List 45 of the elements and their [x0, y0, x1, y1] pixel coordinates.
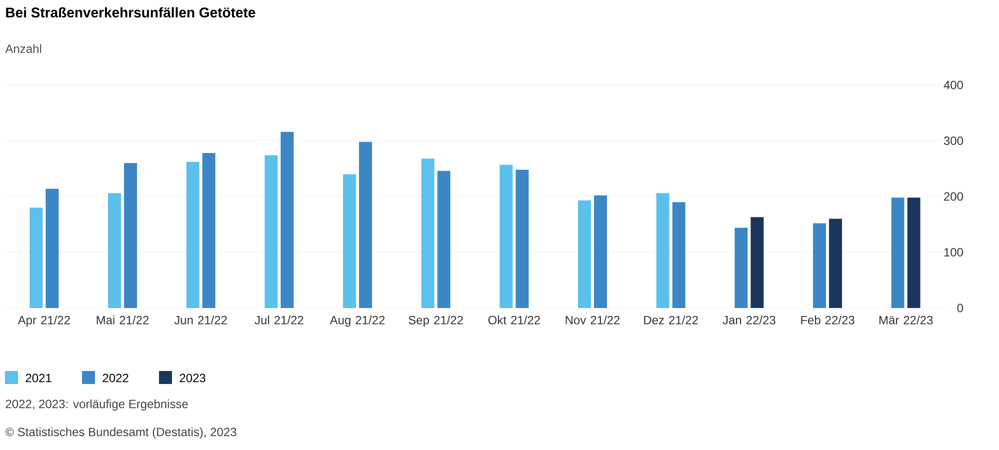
y-tick-label: 0 [957, 304, 964, 312]
x-tick-label: Mär 22/23 [879, 316, 933, 324]
legend-label: 2023 [180, 374, 206, 382]
bar [656, 193, 670, 308]
bar [186, 162, 200, 308]
bar [437, 170, 450, 308]
x-tick-label: Jun 21/22 [174, 316, 227, 324]
x-tick-label: Apr 21/22 [18, 316, 70, 327]
text: 2022, 2023: vorläufige Ergebnisse [6, 399, 188, 411]
bar [202, 153, 216, 308]
bar [578, 200, 592, 308]
bar [343, 174, 356, 308]
bar [594, 195, 608, 308]
bar [516, 170, 529, 308]
text: © Statistisches Bundesamt (Destatis), 2023 [5, 427, 236, 439]
legend-label: 2022 [102, 374, 128, 382]
y-tick-label: 100 [944, 248, 964, 256]
chart-subtitle: Anzahl [5, 44, 42, 53]
bar [108, 193, 122, 308]
x-tick-label: Feb 22/23 [801, 316, 854, 324]
bar [500, 164, 513, 308]
bar [264, 155, 278, 308]
x-tick-label: Mai 21/22 [96, 316, 149, 324]
x-tick-label: Jul 21/22 [254, 316, 304, 324]
legend-label: 2021 [26, 374, 52, 382]
chart-title: Bei Straßenverkehrsunfällen Getötete [6, 7, 256, 18]
bar [672, 202, 686, 308]
x-tick-label: Aug 21/22 [330, 316, 385, 327]
bar [124, 163, 137, 308]
bar [359, 142, 372, 308]
x-tick-label: Jan 22/23 [722, 316, 776, 324]
y-tick-label: 200 [944, 192, 964, 201]
bar [421, 158, 434, 308]
x-tick-label: Nov 21/22 [566, 316, 620, 324]
bar [750, 217, 764, 308]
bar [829, 218, 842, 308]
bar [46, 188, 59, 308]
x-tick-label: Sep 21/22 [408, 316, 463, 327]
y-tick-label: 300 [944, 136, 964, 145]
x-tick-label: Dez 21/22 [644, 316, 698, 324]
bar [280, 132, 294, 308]
y-tick-label: 400 [944, 80, 964, 90]
x-tick-label: Okt 21/22 [488, 316, 540, 324]
bar [907, 198, 920, 308]
bar [30, 208, 43, 308]
